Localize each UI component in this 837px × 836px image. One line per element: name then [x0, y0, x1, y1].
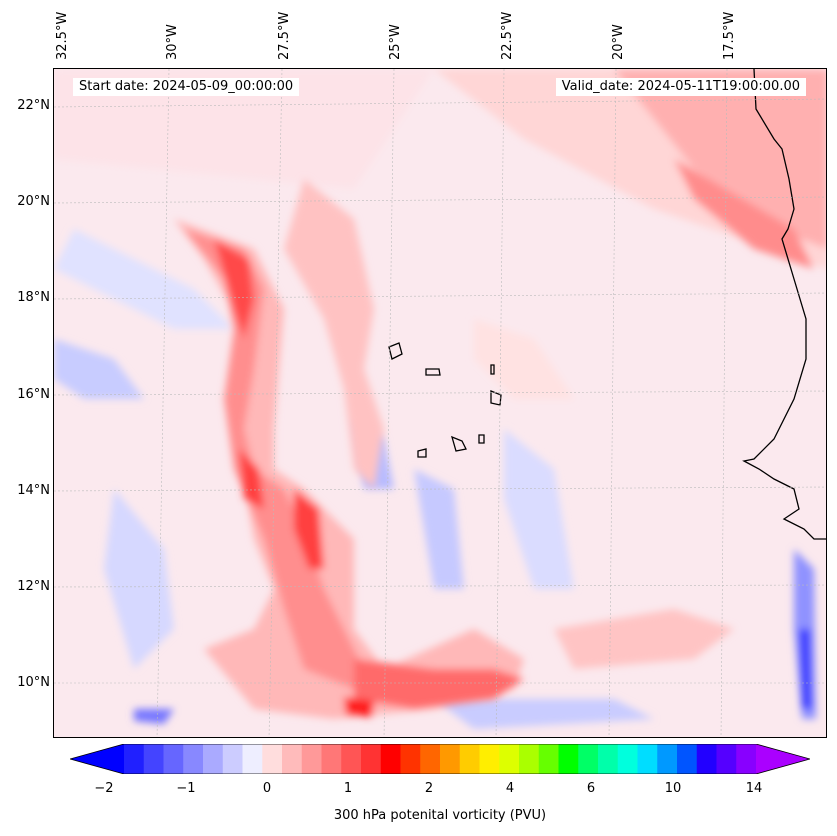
colorbar-segment [380, 744, 402, 774]
island-sal [490, 364, 495, 375]
lon-label: 22.5°W [500, 11, 515, 60]
colorbar-segment [617, 744, 639, 774]
colorbar-segment [677, 744, 698, 774]
colorbar-segment [361, 744, 382, 774]
colorbar-extend-min [70, 744, 124, 774]
colorbar-segment [242, 744, 263, 774]
cb-tick: 2 [424, 781, 434, 796]
colorbar [68, 743, 812, 775]
island-fogo [417, 448, 427, 458]
colorbar-segment [696, 744, 718, 774]
colorbar-segment [143, 744, 165, 774]
colorbar-segment [400, 744, 421, 774]
cb-tick: 10 [664, 781, 682, 796]
pv-streamer [174, 179, 524, 719]
africa-coast [742, 69, 826, 540]
colorbar-extend-max [756, 744, 810, 774]
colorbar-segment [321, 744, 342, 774]
colorbar-segment [459, 744, 481, 774]
colorbar-segment [163, 744, 184, 774]
colorbar-segment [440, 744, 461, 774]
colorbar-segment [301, 744, 323, 774]
lon-label: 32.5°W [55, 11, 70, 60]
lat-label: 12°N [17, 579, 50, 594]
colorbar-svg [68, 743, 812, 775]
cb-tick: 1 [343, 781, 353, 796]
lat-label: 16°N [17, 387, 50, 402]
valid-date-label: Valid_date: 2024-05-11T19:00:00.00 [555, 78, 806, 96]
colorbar-segment [657, 744, 678, 774]
colorbar-segment [499, 744, 520, 774]
map-panel[interactable]: Start date: 2024-05-09_00:00:00 Valid_da… [53, 68, 827, 738]
cb-tick: 14 [745, 781, 763, 796]
lat-label: 22°N [17, 98, 50, 113]
colorbar-segment [282, 744, 303, 774]
colorbar-segment [203, 744, 224, 774]
pv-shading [54, 69, 826, 729]
island-santiago [451, 435, 467, 452]
colorbar-segment [222, 744, 244, 774]
cb-tick: 4 [505, 781, 515, 796]
coastlines [388, 69, 826, 540]
lon-label: 30°W [165, 24, 180, 60]
island-maio [478, 434, 485, 444]
lon-label: 25°W [388, 24, 403, 60]
cb-tick: −2 [94, 781, 114, 796]
colorbar-segment [558, 744, 579, 774]
colorbar-segment [538, 744, 560, 774]
cb-tick: −1 [176, 781, 196, 796]
colorbar-segment [637, 744, 658, 774]
colorbar-segment [479, 744, 500, 774]
colorbar-segment [420, 744, 441, 774]
graticule [54, 69, 826, 737]
lat-label: 10°N [17, 675, 50, 690]
pv-field-map [54, 69, 826, 737]
colorbar-segment [736, 744, 757, 774]
colorbar-segment [716, 744, 737, 774]
lon-label: 17.5°W [722, 11, 737, 60]
lat-label: 18°N [17, 290, 50, 305]
cb-tick: 0 [262, 781, 272, 796]
colorbar-segment [519, 744, 540, 774]
colorbar-segment [341, 744, 362, 774]
island-santo-antao [388, 342, 403, 360]
colorbar-segment [124, 744, 145, 774]
lon-label: 27.5°W [277, 11, 292, 60]
colorbar-segment [183, 744, 204, 774]
colorbar-segment [578, 744, 599, 774]
lon-label: 20°W [611, 24, 626, 60]
colorbar-segment [262, 744, 283, 774]
cb-tick: 6 [586, 781, 596, 796]
start-date-label: Start date: 2024-05-09_00:00:00 [73, 78, 300, 96]
island-sao-nicolau [425, 368, 441, 376]
colorbar-label: 300 hPa potenital vorticity (PVU) [333, 808, 547, 823]
lat-label: 20°N [17, 194, 50, 209]
colorbar-segment [598, 744, 619, 774]
lat-label: 14°N [17, 483, 50, 498]
